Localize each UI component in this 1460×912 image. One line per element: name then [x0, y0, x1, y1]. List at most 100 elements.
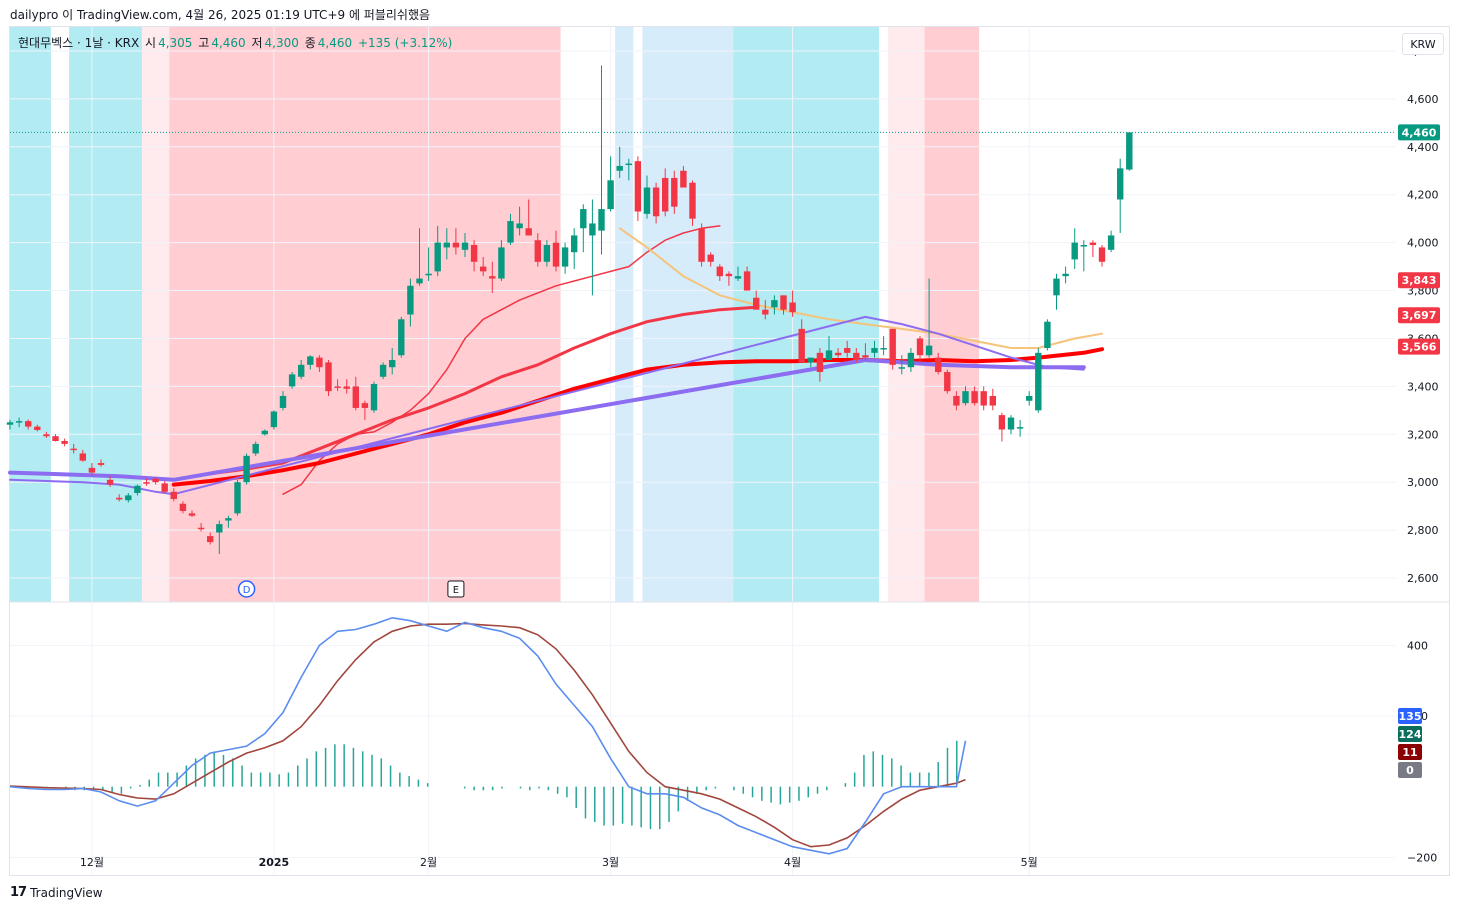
candle-body[interactable]	[962, 391, 969, 404]
candle-body[interactable]	[771, 300, 778, 308]
candle-body[interactable]	[725, 273, 733, 277]
candle-body[interactable]	[116, 497, 123, 500]
candle-body[interactable]	[1026, 395, 1033, 401]
candle-body[interactable]	[898, 367, 905, 369]
candle-body[interactable]	[361, 403, 369, 408]
candle-body[interactable]	[1035, 352, 1042, 411]
candle-body[interactable]	[106, 479, 114, 485]
candle-body[interactable]	[207, 536, 214, 543]
candle-body[interactable]	[871, 348, 878, 353]
candle-body[interactable]	[188, 513, 196, 516]
candle-body[interactable]	[225, 518, 232, 521]
candle-body[interactable]	[780, 295, 787, 310]
candle-body[interactable]	[680, 170, 687, 188]
candle-body[interactable]	[134, 485, 141, 493]
candle-body[interactable]	[516, 223, 523, 229]
candle-body[interactable]	[6, 422, 14, 425]
candle-body[interactable]	[279, 395, 287, 408]
currency-button[interactable]: KRW	[1402, 33, 1444, 55]
candle-body[interactable]	[1016, 427, 1024, 429]
candle-body[interactable]	[325, 362, 332, 392]
candle-body[interactable]	[443, 242, 450, 248]
candle-body[interactable]	[534, 240, 541, 262]
candle-body[interactable]	[70, 448, 77, 451]
candle-body[interactable]	[716, 266, 723, 277]
candle-body[interactable]	[179, 503, 187, 511]
candle-body[interactable]	[1071, 242, 1078, 260]
candle-body[interactable]	[288, 374, 296, 387]
candle-body[interactable]	[944, 372, 951, 392]
candle-body[interactable]	[643, 187, 651, 214]
candle-body[interactable]	[698, 228, 705, 262]
candle-body[interactable]	[880, 348, 887, 350]
candle-body[interactable]	[88, 467, 96, 473]
candle-body[interactable]	[662, 177, 669, 212]
candle-body[interactable]	[844, 348, 851, 353]
candle-body[interactable]	[470, 245, 478, 262]
candle-body[interactable]	[998, 415, 1006, 430]
candle-body[interactable]	[425, 273, 432, 276]
candle-body[interactable]	[671, 177, 678, 207]
symbol-name[interactable]: 현대무벡스 · 1날 · KRX	[18, 36, 140, 50]
candle-body[interactable]	[571, 235, 578, 253]
candle-body[interactable]	[916, 338, 924, 356]
candle-body[interactable]	[807, 357, 814, 363]
candle-body[interactable]	[935, 357, 942, 372]
candle-body[interactable]	[607, 180, 614, 210]
candle-body[interactable]	[261, 430, 268, 435]
candle-body[interactable]	[498, 247, 505, 279]
candle-body[interactable]	[1053, 278, 1060, 296]
dividend-event-icon[interactable]	[237, 580, 256, 598]
candle-body[interactable]	[370, 383, 378, 411]
candle-body[interactable]	[252, 443, 259, 454]
candle-body[interactable]	[853, 352, 860, 361]
candle-body[interactable]	[552, 242, 560, 267]
candle-body[interactable]	[52, 436, 59, 441]
candle-body[interactable]	[634, 161, 642, 212]
candle-body[interactable]	[589, 223, 596, 236]
candle-body[interactable]	[707, 254, 714, 262]
candle-body[interactable]	[862, 355, 869, 358]
candle-body[interactable]	[343, 386, 350, 389]
candle-body[interactable]	[334, 386, 341, 388]
candle-body[interactable]	[743, 271, 751, 291]
candle-body[interactable]	[1126, 132, 1133, 170]
candle-body[interactable]	[1117, 168, 1124, 200]
candle-body[interactable]	[825, 350, 833, 361]
candle-body[interactable]	[307, 356, 314, 365]
candle-body[interactable]	[434, 242, 441, 272]
candle-body[interactable]	[489, 276, 496, 279]
candle-body[interactable]	[925, 345, 933, 356]
candle-body[interactable]	[352, 386, 359, 408]
candle-body[interactable]	[953, 395, 960, 406]
candle-body[interactable]	[170, 491, 177, 499]
candle-body[interactable]	[97, 463, 105, 465]
candle-body[interactable]	[507, 221, 514, 243]
candle-body[interactable]	[652, 187, 660, 217]
candle-body[interactable]	[598, 209, 605, 231]
candle-body[interactable]	[15, 421, 23, 423]
candle-body[interactable]	[43, 434, 50, 437]
candle-body[interactable]	[143, 482, 150, 484]
candle-body[interactable]	[416, 278, 423, 284]
candle-body[interactable]	[25, 421, 32, 427]
candle-body[interactable]	[762, 309, 769, 315]
candle-body[interactable]	[1089, 242, 1097, 246]
candle-body[interactable]	[243, 455, 250, 483]
candle-body[interactable]	[161, 483, 168, 492]
candle-body[interactable]	[234, 482, 241, 514]
candle-body[interactable]	[461, 242, 469, 250]
candle-body[interactable]	[1107, 235, 1115, 250]
candle-body[interactable]	[889, 328, 896, 365]
earnings-event-icon[interactable]	[447, 580, 465, 598]
candle-body[interactable]	[79, 453, 86, 461]
candle-body[interactable]	[616, 165, 623, 171]
candle-body[interactable]	[197, 527, 205, 530]
candle-body[interactable]	[971, 391, 978, 404]
candle-body[interactable]	[689, 182, 696, 219]
candle-body[interactable]	[580, 209, 587, 229]
candle-body[interactable]	[452, 242, 460, 248]
candle-body[interactable]	[480, 266, 487, 272]
candle-body[interactable]	[298, 364, 305, 377]
candle-body[interactable]	[152, 478, 159, 483]
